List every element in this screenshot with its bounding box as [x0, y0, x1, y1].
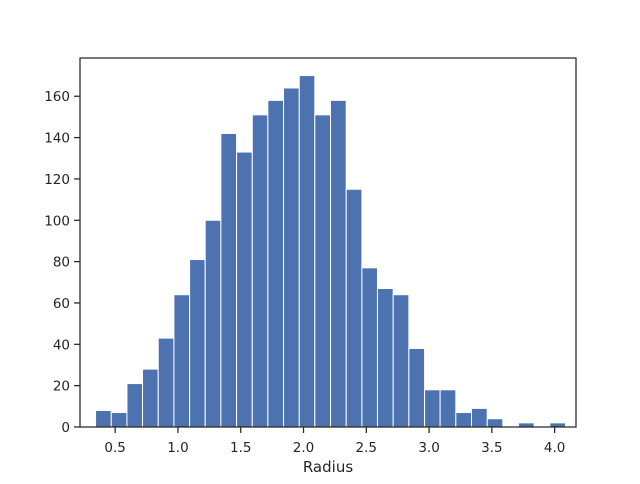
histogram-bar [220, 132, 238, 428]
y-tick-label: 120 [44, 172, 70, 188]
histogram-bar [236, 151, 253, 428]
x-tick-label: 4.0 [544, 440, 565, 456]
histogram-bar [439, 389, 457, 428]
histogram-bar [471, 407, 488, 428]
y-tick-label: 80 [53, 255, 70, 271]
histogram-bar [142, 368, 159, 428]
x-tick-label: 0.5 [104, 440, 125, 456]
histogram-bar [330, 99, 347, 428]
histogram-bar [110, 412, 128, 428]
histogram-bar [314, 114, 332, 428]
x-tick-label: 3.5 [481, 440, 502, 456]
histogram-bar [251, 114, 269, 428]
histogram-bar [267, 99, 285, 428]
histogram-bar [345, 188, 363, 428]
histogram-bar [376, 287, 394, 428]
x-tick-label: 2.0 [293, 440, 314, 456]
histogram-bar [392, 294, 410, 428]
x-axis-label: Radius [303, 458, 353, 476]
histogram-bar [189, 259, 206, 428]
histogram-bar [95, 409, 112, 428]
x-tick-label: 1.5 [230, 440, 251, 456]
histogram-bar [157, 337, 175, 428]
y-tick-label: 20 [53, 379, 70, 395]
y-tick-label: 60 [53, 296, 70, 312]
histogram-bar [126, 383, 144, 428]
y-tick-label: 100 [44, 213, 70, 229]
histogram-bar [204, 219, 222, 428]
histogram-bar [455, 412, 473, 428]
y-tick-label: 160 [44, 89, 70, 105]
histogram-bar [298, 75, 316, 428]
y-tick-label: 140 [44, 131, 70, 147]
histogram-bar [283, 87, 300, 428]
histogram-bar [173, 294, 191, 428]
x-axis-ticks: 0.5 1.0 1.5 2.0 2.5 3.0 3.5 4.0 [104, 427, 565, 456]
x-tick-label: 1.0 [167, 440, 188, 456]
histogram-bar [408, 347, 426, 428]
histogram-bar [424, 389, 441, 428]
histogram-bar [486, 418, 504, 428]
x-tick-label: 2.5 [356, 440, 377, 456]
y-tick-label: 0 [61, 420, 70, 436]
plot-frame [79, 57, 577, 428]
bars-layer [95, 75, 566, 428]
x-tick-label: 3.0 [418, 440, 439, 456]
histogram-bar [361, 267, 378, 428]
y-axis-ticks: 0 20 40 60 80 100 120 140 160 [44, 89, 80, 436]
y-tick-label: 40 [53, 337, 70, 353]
